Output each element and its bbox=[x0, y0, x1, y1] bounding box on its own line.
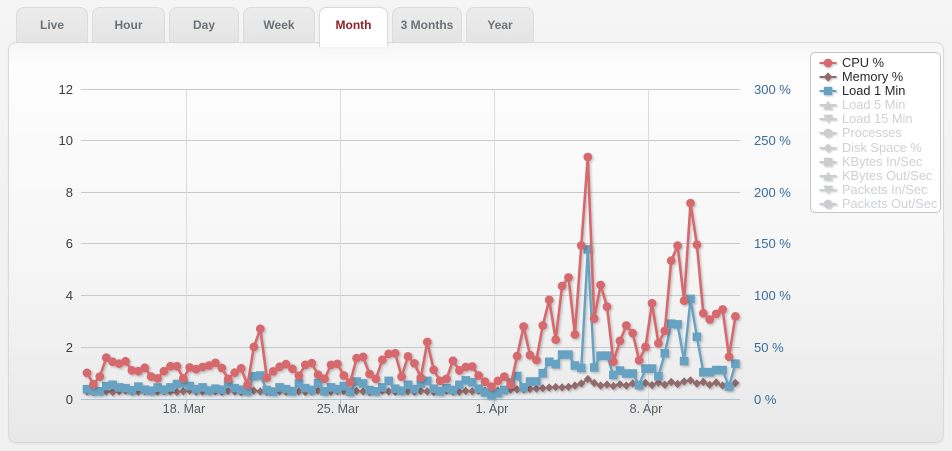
svg-text:8: 8 bbox=[66, 185, 73, 200]
svg-text:2: 2 bbox=[66, 340, 73, 355]
svg-text:0: 0 bbox=[66, 392, 73, 407]
svg-text:8. Apr: 8. Apr bbox=[630, 402, 663, 416]
svg-text:250 %: 250 % bbox=[754, 133, 791, 148]
svg-text:150 %: 150 % bbox=[754, 236, 791, 251]
svg-text:0 %: 0 % bbox=[754, 392, 777, 407]
svg-text:6: 6 bbox=[66, 236, 73, 251]
svg-text:18. Mar: 18. Mar bbox=[163, 402, 205, 416]
svg-text:12: 12 bbox=[59, 82, 73, 97]
svg-text:200 %: 200 % bbox=[754, 185, 791, 200]
svg-text:1. Apr: 1. Apr bbox=[476, 402, 509, 416]
svg-text:50 %: 50 % bbox=[754, 340, 784, 355]
svg-text:25. Mar: 25. Mar bbox=[317, 402, 359, 416]
svg-text:4: 4 bbox=[66, 288, 73, 303]
svg-text:100 %: 100 % bbox=[754, 288, 791, 303]
svg-text:300 %: 300 % bbox=[754, 82, 791, 97]
svg-text:10: 10 bbox=[59, 133, 73, 148]
